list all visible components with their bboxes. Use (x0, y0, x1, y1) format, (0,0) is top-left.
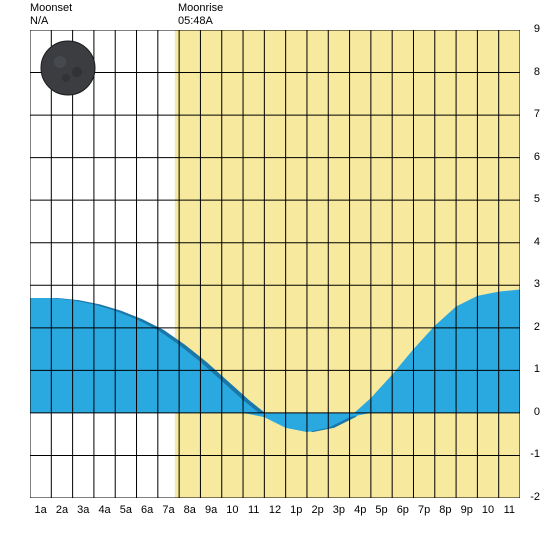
x-tick-label: 8p (437, 504, 453, 516)
x-tick-label: 3a (75, 504, 91, 516)
x-tick-label: 10 (480, 504, 496, 516)
x-tick-label: 12 (267, 504, 283, 516)
x-tick-label: 3p (331, 504, 347, 516)
x-tick-label: 9a (203, 504, 219, 516)
moonset-label: Moonset (30, 2, 72, 14)
tide-chart-svg (30, 30, 520, 498)
x-tick-label: 6p (395, 504, 411, 516)
x-tick-label: 11 (501, 504, 517, 516)
x-tick-label: 2a (54, 504, 70, 516)
y-tick-label: 8 (526, 66, 540, 78)
x-tick-label: 10 (224, 504, 240, 516)
tide-chart-container: Moonset N/A Moonrise 05:48A 1a 2a 3a 4a 5a 6a… (0, 0, 550, 550)
y-tick-label: -2 (526, 491, 540, 503)
y-tick-label: 9 (526, 23, 540, 35)
y-tick-label: 2 (526, 321, 540, 333)
x-tick-label: 9p (459, 504, 475, 516)
x-tick-label: 1p (288, 504, 304, 516)
y-tick-label: 6 (526, 151, 540, 163)
y-tick-label: 5 (526, 193, 540, 205)
y-tick-label: 4 (526, 236, 540, 248)
y-tick-label: -1 (526, 448, 540, 460)
x-tick-label: 11 (246, 504, 262, 516)
y-tick-label: 0 (526, 406, 540, 418)
x-tick-label: 8a (182, 504, 198, 516)
x-tick-label: 2p (310, 504, 326, 516)
moonrise-value: 05:48A (178, 15, 213, 27)
x-tick-label: 4a (97, 504, 113, 516)
y-tick-label: 1 (526, 363, 540, 375)
moonrise-label: Moonrise (178, 2, 223, 14)
x-tick-label: 1a (33, 504, 49, 516)
x-tick-label: 7p (416, 504, 432, 516)
y-tick-label: 7 (526, 108, 540, 120)
x-tick-label: 5p (374, 504, 390, 516)
moonset-value: N/A (30, 15, 48, 27)
x-tick-label: 6a (139, 504, 155, 516)
y-tick-label: 3 (526, 278, 540, 290)
x-tick-label: 7a (160, 504, 176, 516)
x-tick-label: 5a (118, 504, 134, 516)
x-tick-label: 4p (352, 504, 368, 516)
